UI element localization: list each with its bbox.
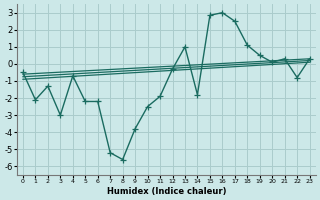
X-axis label: Humidex (Indice chaleur): Humidex (Indice chaleur) bbox=[107, 187, 226, 196]
